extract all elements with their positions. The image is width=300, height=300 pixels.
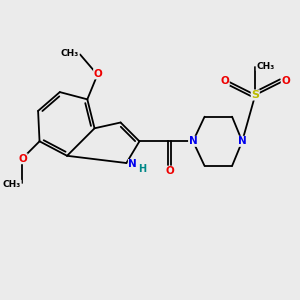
Text: O: O <box>18 154 27 164</box>
Text: S: S <box>251 90 259 100</box>
Text: O: O <box>220 76 229 86</box>
Text: O: O <box>94 69 102 79</box>
Text: CH₃: CH₃ <box>61 49 79 58</box>
Text: O: O <box>166 166 174 176</box>
Text: CH₃: CH₃ <box>256 61 274 70</box>
Text: N: N <box>128 160 137 170</box>
Text: H: H <box>138 164 146 174</box>
Text: O: O <box>281 76 290 86</box>
Text: N: N <box>238 136 247 146</box>
Text: CH₃: CH₃ <box>3 180 21 189</box>
Text: N: N <box>189 136 197 146</box>
